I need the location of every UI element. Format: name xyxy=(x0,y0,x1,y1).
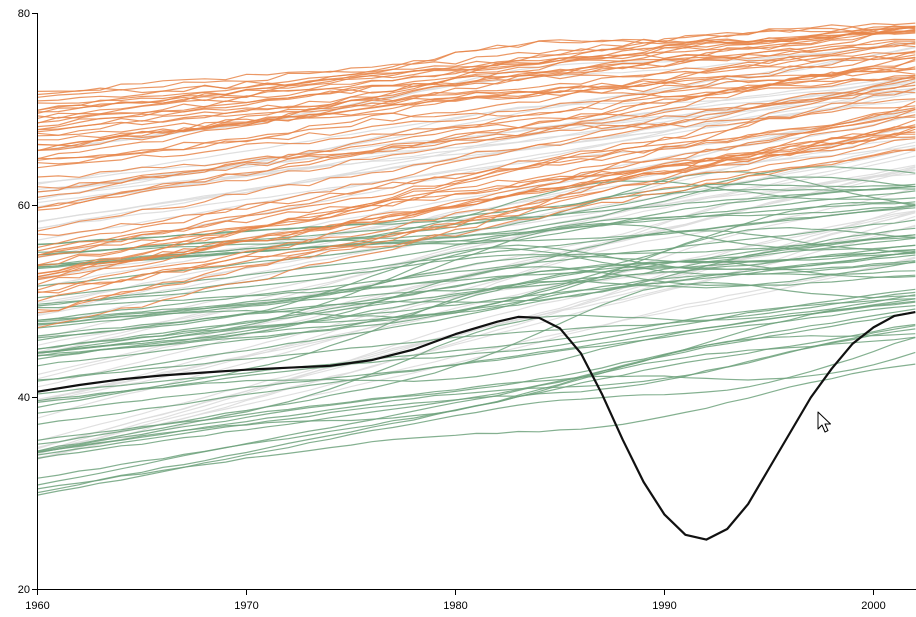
series-line-high-21[interactable] xyxy=(37,25,916,124)
series-line-high-28[interactable] xyxy=(37,22,916,119)
series-line-low-4[interactable] xyxy=(37,234,916,326)
series-line-low-1[interactable] xyxy=(37,201,916,353)
series-line-muted-32[interactable] xyxy=(37,135,916,287)
series-line-high-52[interactable] xyxy=(37,40,916,151)
series-line-low-45[interactable] xyxy=(37,288,916,403)
series-line-low-42[interactable] xyxy=(37,300,916,486)
series-line-low-47[interactable] xyxy=(37,305,916,414)
series-line-low-51[interactable] xyxy=(37,328,916,456)
series-line-low-20[interactable] xyxy=(37,294,916,452)
series-line-high-5[interactable] xyxy=(37,87,916,278)
series-line-low-53[interactable] xyxy=(37,207,916,266)
series-line-high-25[interactable] xyxy=(37,148,916,294)
series-line-muted-39[interactable] xyxy=(37,211,916,400)
series-line-low-16[interactable] xyxy=(37,252,916,350)
series-line-low-49[interactable] xyxy=(37,336,916,459)
x-tick-label-1960: 1960 xyxy=(25,600,49,612)
series-line-low-30[interactable] xyxy=(37,244,916,354)
series-line-low-31[interactable] xyxy=(37,351,916,441)
series-line-low-39[interactable] xyxy=(37,190,916,287)
series-line-high-55[interactable] xyxy=(37,25,916,96)
series-line-low-23[interactable] xyxy=(37,236,916,305)
series-line-low-10[interactable] xyxy=(37,249,916,321)
series-line-high-36[interactable] xyxy=(37,25,916,128)
mouse-cursor-icon xyxy=(817,411,831,433)
series-line-low-54[interactable] xyxy=(37,247,916,339)
y-tick-label-40: 40 xyxy=(18,392,30,404)
series-line-low-24[interactable] xyxy=(37,298,916,395)
series-line-high-40[interactable] xyxy=(37,119,916,266)
series-line-low-26[interactable] xyxy=(37,219,916,321)
series-line-high-59[interactable] xyxy=(37,30,916,111)
series-line-low-19[interactable] xyxy=(37,261,916,408)
series-line-low-32[interactable] xyxy=(37,226,916,382)
series-line-muted-21[interactable] xyxy=(37,106,916,280)
series-line-low-40[interactable] xyxy=(37,222,916,325)
y-tick-label-80: 80 xyxy=(18,8,30,20)
y-axis: 20 40 60 80 xyxy=(18,8,38,596)
series-line-high-12[interactable] xyxy=(37,131,916,278)
x-tick-label-1990: 1990 xyxy=(652,600,676,612)
series-line-high-4[interactable] xyxy=(37,138,916,291)
series-line-low-36[interactable] xyxy=(37,281,916,445)
series-line-muted-43[interactable] xyxy=(37,108,916,229)
series-line-high-58[interactable] xyxy=(37,52,916,146)
series-line-low-43[interactable] xyxy=(37,337,916,496)
series-line-high-11[interactable] xyxy=(37,128,916,329)
x-tick-label-1980: 1980 xyxy=(443,600,467,612)
series-line-muted-40[interactable] xyxy=(37,46,916,185)
series-line-muted-24[interactable] xyxy=(37,90,916,223)
series-line-high-14[interactable] xyxy=(37,30,916,92)
series-line-low-44[interactable] xyxy=(37,325,916,453)
series-line-muted-18[interactable] xyxy=(37,168,916,402)
highlight-layer xyxy=(37,311,916,541)
series-line-high-50[interactable] xyxy=(37,84,916,169)
series-line-low-11[interactable] xyxy=(37,251,916,323)
series-line-high-53[interactable] xyxy=(37,90,916,178)
series-line-high-32[interactable] xyxy=(37,67,916,211)
series-line-muted-8[interactable] xyxy=(37,225,916,403)
series-line-muted-22[interactable] xyxy=(37,256,916,452)
series-line-muted-25[interactable] xyxy=(37,75,916,208)
series-line-low-41[interactable] xyxy=(37,298,916,425)
series-line-low-13[interactable] xyxy=(37,237,916,350)
x-axis: 1960 1970 1980 1990 2000 xyxy=(25,589,886,612)
series-line-muted-36[interactable] xyxy=(37,165,916,388)
series-line-low-38[interactable] xyxy=(37,234,916,329)
y-tick-label-60: 60 xyxy=(18,200,30,212)
series-line-high-7[interactable] xyxy=(37,27,916,137)
highlighted-series-line[interactable] xyxy=(37,311,916,541)
series-line-high-51[interactable] xyxy=(37,76,916,160)
series-line-high-54[interactable] xyxy=(37,107,916,256)
series-line-high-26[interactable] xyxy=(37,116,916,237)
series-line-high-18[interactable] xyxy=(37,98,916,302)
series-line-low-48[interactable] xyxy=(37,308,916,453)
x-tick-label-2000: 2000 xyxy=(861,600,885,612)
series-line-high-56[interactable] xyxy=(37,29,916,152)
series-line-high-44[interactable] xyxy=(37,149,916,294)
x-tick-label-1970: 1970 xyxy=(234,600,258,612)
series-line-high-29[interactable] xyxy=(37,58,916,209)
series-line-muted-37[interactable] xyxy=(37,210,916,448)
series-line-low-50[interactable] xyxy=(37,201,916,268)
series-line-high-41[interactable] xyxy=(37,108,916,267)
series-line-high-49[interactable] xyxy=(37,50,916,198)
series-line-high-47[interactable] xyxy=(37,124,916,312)
series-line-low-28[interactable] xyxy=(37,176,916,270)
series-line-low-34[interactable] xyxy=(37,291,916,381)
series-line-high-43[interactable] xyxy=(37,108,916,285)
series-line-muted-26[interactable] xyxy=(37,224,916,455)
y-tick-label-20: 20 xyxy=(18,584,30,596)
plot-lines xyxy=(37,22,916,496)
series-line-high-33[interactable] xyxy=(37,53,916,98)
series-line-low-14[interactable] xyxy=(37,266,916,357)
series-line-high-48[interactable] xyxy=(37,54,916,131)
